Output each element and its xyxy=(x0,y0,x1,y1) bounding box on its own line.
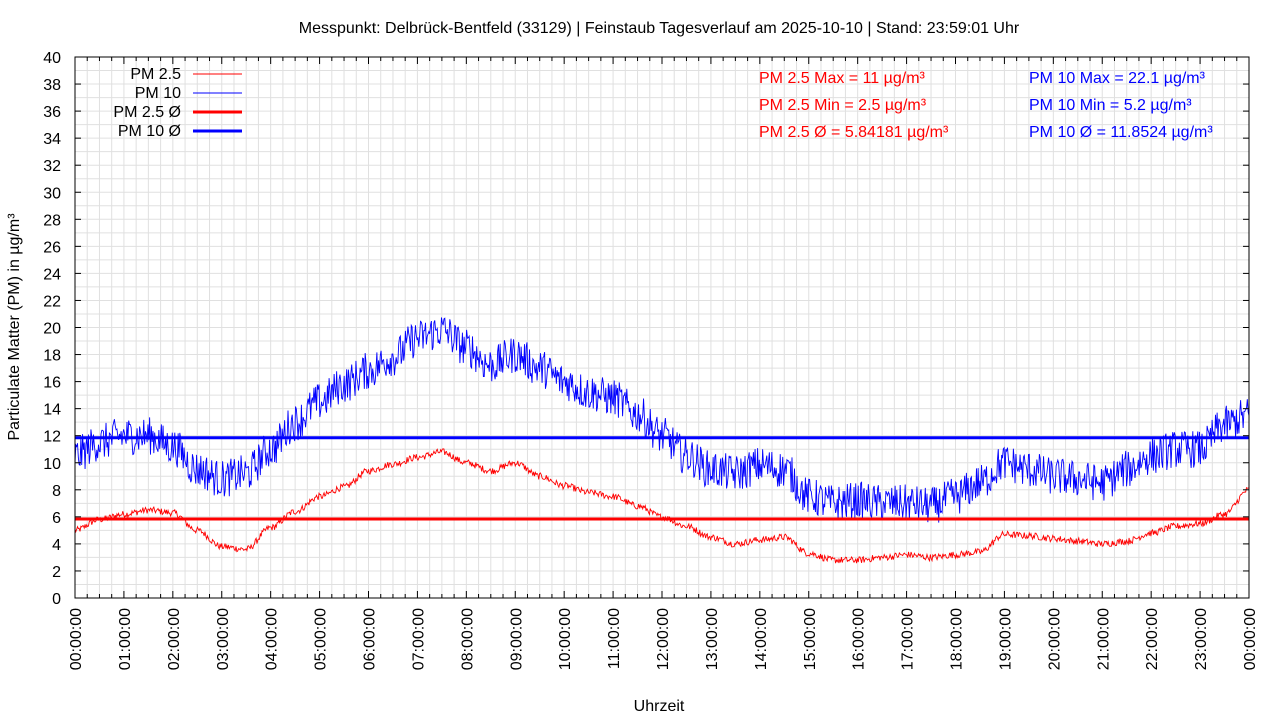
y-tick-label: 24 xyxy=(43,266,61,283)
y-tick-label: 2 xyxy=(52,564,61,581)
legend: PM 2.5 PM 10 PM 2.5 Ø PM 10 Ø xyxy=(113,66,242,140)
x-tick-label: 06:00:00 xyxy=(362,608,379,670)
y-axis-label: Particulate Matter (PM) in µg/m³ xyxy=(6,213,23,441)
y-tick-label: 30 xyxy=(43,185,61,202)
y-tick-label: 0 xyxy=(52,591,61,608)
x-tick-label: 01:00:00 xyxy=(117,608,134,670)
y-tick-label: 4 xyxy=(52,537,61,554)
x-tick-label: 04:00:00 xyxy=(264,608,281,670)
x-tick-label: 22:00:00 xyxy=(1144,608,1161,670)
legend-label-pm25: PM 2.5 xyxy=(130,66,181,83)
x-tick-label: 19:00:00 xyxy=(997,608,1014,670)
y-tick-label: 12 xyxy=(43,429,61,446)
x-tick-label: 18:00:00 xyxy=(949,608,966,670)
y-tick-label: 16 xyxy=(43,375,61,392)
x-tick-label: 09:00:00 xyxy=(508,608,525,670)
annotation-pm10-max: PM 10 Max = 22.1 µg/m³ xyxy=(1029,70,1206,87)
y-tick-label: 36 xyxy=(43,104,61,121)
x-tick-label: 12:00:00 xyxy=(655,608,672,670)
y-tick-label: 8 xyxy=(52,483,61,500)
x-tick-label: 20:00:00 xyxy=(1046,608,1063,670)
x-tick-label: 07:00:00 xyxy=(410,608,427,670)
chart-title: Messpunkt: Delbrück-Bentfeld (33129) | F… xyxy=(299,20,1020,37)
y-tick-label: 14 xyxy=(43,402,61,419)
stats-annotations: PM 2.5 Max = 11 µg/m³ PM 2.5 Min = 2.5 µ… xyxy=(759,70,1213,141)
x-tick-label: 05:00:00 xyxy=(313,608,330,670)
x-tick-label: 00:00:00 xyxy=(68,608,85,670)
y-tick-label: 40 xyxy=(43,50,61,67)
x-tick-label: 15:00:00 xyxy=(802,608,819,670)
y-tick-label: 26 xyxy=(43,239,61,256)
x-tick-label: 02:00:00 xyxy=(166,608,183,670)
y-tick-label: 22 xyxy=(43,293,61,310)
y-tick-label: 18 xyxy=(43,348,61,365)
x-tick-label: 16:00:00 xyxy=(851,608,868,670)
y-tick-label: 32 xyxy=(43,158,61,175)
y-tick-label: 20 xyxy=(43,321,61,338)
x-tick-label: 11:00:00 xyxy=(606,608,623,669)
x-tick-label: 00:00:00 xyxy=(1242,608,1259,670)
x-tick-labels: 00:00:00 01:00:00 02:00:00 03:00:00 04:00:00… xyxy=(68,608,1259,670)
annotation-pm10-avg: PM 10 Ø = 11.8524 µg/m³ xyxy=(1029,124,1213,141)
annotation-pm25-max: PM 2.5 Max = 11 µg/m³ xyxy=(759,70,926,87)
legend-label-pm10: PM 10 xyxy=(135,85,181,102)
x-tick-label: 23:00:00 xyxy=(1193,608,1210,670)
x-tick-label: 03:00:00 xyxy=(215,608,232,670)
y-tick-label: 28 xyxy=(43,212,61,229)
x-tick-label: 21:00:00 xyxy=(1095,608,1112,670)
annotation-pm10-min: PM 10 Min = 5.2 µg/m³ xyxy=(1029,97,1192,114)
x-tick-label: 08:00:00 xyxy=(459,608,476,670)
x-tick-label: 17:00:00 xyxy=(900,608,917,670)
y-tick-label: 34 xyxy=(43,131,61,148)
annotation-pm25-avg: PM 2.5 Ø = 5.84181 µg/m³ xyxy=(759,124,949,141)
x-tick-label: 14:00:00 xyxy=(753,608,770,670)
annotation-pm25-min: PM 2.5 Min = 2.5 µg/m³ xyxy=(759,97,927,114)
y-tick-label: 10 xyxy=(43,456,61,473)
legend-label-pm25-avg: PM 2.5 Ø xyxy=(113,104,181,121)
legend-label-pm10-avg: PM 10 Ø xyxy=(118,123,181,140)
y-tick-label: 38 xyxy=(43,77,61,94)
x-axis-label: Uhrzeit xyxy=(634,698,685,715)
x-tick-label: 10:00:00 xyxy=(557,608,574,670)
x-tick-label: 13:00:00 xyxy=(704,608,721,670)
y-tick-label: 6 xyxy=(52,510,61,527)
